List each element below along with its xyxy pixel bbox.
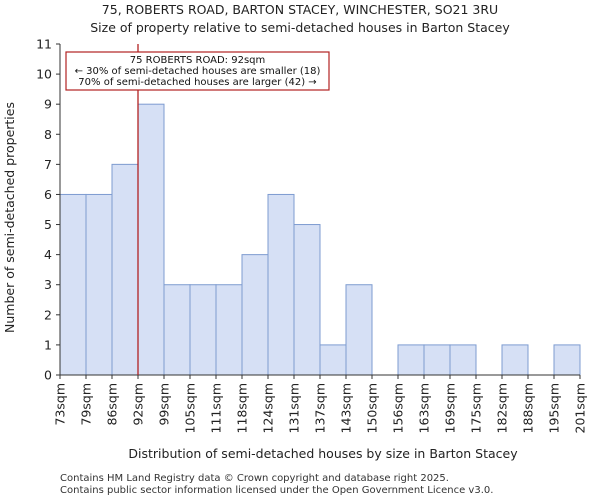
histogram-bar: [449, 344, 477, 376]
annotation-line: ← 30% of semi-detached houses are smalle…: [75, 66, 321, 77]
x-tick-label: 111sqm: [209, 383, 224, 433]
histogram-bar: [189, 284, 217, 376]
x-tick-label: 195sqm: [547, 383, 562, 433]
y-tick-label: 8: [44, 127, 52, 142]
histogram-bar: [85, 193, 113, 376]
histogram-bar: [241, 254, 269, 376]
x-tick-label: 163sqm: [417, 383, 432, 433]
x-tick-label: 131sqm: [287, 383, 302, 433]
x-axis-title: Distribution of semi-detached houses by …: [128, 446, 518, 461]
y-tick-label: 4: [44, 247, 52, 262]
histogram-bar: [319, 344, 347, 376]
x-tick-label: 92sqm: [131, 383, 146, 426]
footer-line-1: Contains HM Land Registry data © Crown c…: [60, 473, 449, 484]
x-tick-label: 175sqm: [469, 383, 484, 433]
y-tick-label: 10: [36, 67, 52, 82]
x-tick-label: 99sqm: [157, 383, 172, 426]
histogram-bar: [59, 193, 87, 376]
annotation-box: [65, 51, 330, 91]
y-tick-label: 3: [44, 277, 52, 292]
histogram-bar: [163, 284, 191, 376]
x-tick-label: 169sqm: [443, 383, 458, 433]
histogram-bar: [345, 284, 373, 376]
histogram-bar: [553, 344, 581, 376]
histogram-bar: [501, 344, 529, 376]
y-tick-label: 9: [44, 97, 52, 112]
y-tick-label: 0: [44, 368, 52, 383]
histogram-bar: [293, 224, 321, 376]
histogram-bar: [423, 344, 451, 376]
y-tick-label: 2: [44, 307, 52, 322]
histogram-bar: [215, 284, 243, 376]
y-tick-label: 7: [44, 157, 52, 172]
histogram-bar: [397, 344, 425, 376]
x-tick-label: 156sqm: [391, 383, 406, 433]
histogram-bar: [267, 193, 295, 376]
y-tick-label: 5: [44, 217, 52, 232]
x-tick-label: 188sqm: [521, 383, 536, 433]
x-tick-label: 124sqm: [261, 383, 276, 433]
chart-subtitle: Size of property relative to semi-detach…: [90, 20, 510, 35]
x-tick-label: 143sqm: [339, 383, 354, 433]
y-tick-label: 6: [44, 187, 52, 202]
x-tick-label: 79sqm: [79, 383, 94, 426]
annotation-line: 70% of semi-detached houses are larger (…: [78, 77, 316, 88]
x-tick-label: 182sqm: [495, 383, 510, 433]
x-tick-label: 86sqm: [105, 383, 120, 426]
y-tick-label: 11: [36, 37, 52, 52]
chart-title: 75, ROBERTS ROAD, BARTON STACEY, WINCHES…: [101, 2, 499, 17]
x-tick-label: 201sqm: [573, 383, 588, 433]
x-tick-label: 105sqm: [183, 383, 198, 433]
annotation-line: 75 ROBERTS ROAD: 92sqm: [130, 55, 266, 66]
x-tick-label: 150sqm: [365, 383, 380, 433]
x-tick-label: 118sqm: [235, 383, 250, 433]
histogram-bar: [111, 163, 139, 376]
x-tick-label: 137sqm: [313, 383, 328, 433]
histogram-bar: [137, 103, 165, 376]
x-tick-label: 73sqm: [53, 383, 68, 426]
footer-line-2: Contains public sector information licen…: [60, 485, 494, 496]
y-tick-label: 1: [44, 337, 52, 352]
y-axis-title: Number of semi-detached properties: [2, 102, 17, 333]
